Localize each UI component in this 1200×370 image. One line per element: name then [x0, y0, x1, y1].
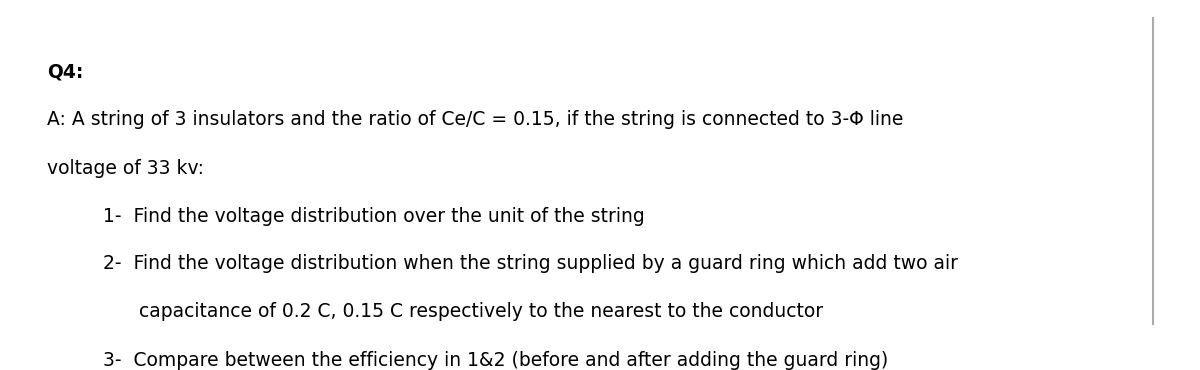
Text: 3-  Compare between the efficiency in 1&2 (before and after adding the guard rin: 3- Compare between the efficiency in 1&2…	[103, 351, 888, 370]
Text: capacitance of 0.2 C, 0.15 C respectively to the nearest to the conductor: capacitance of 0.2 C, 0.15 C respectivel…	[103, 302, 823, 321]
Text: 1-  Find the voltage distribution over the unit of the string: 1- Find the voltage distribution over th…	[103, 207, 644, 226]
Text: 2-  Find the voltage distribution when the string supplied by a guard ring which: 2- Find the voltage distribution when th…	[103, 255, 958, 273]
Text: A: A string of 3 insulators and the ratio of Ce/C = 0.15, if the string is conne: A: A string of 3 insulators and the rati…	[47, 110, 904, 129]
Text: voltage of 33 kv:: voltage of 33 kv:	[47, 159, 204, 178]
Text: Q4:: Q4:	[47, 63, 83, 81]
